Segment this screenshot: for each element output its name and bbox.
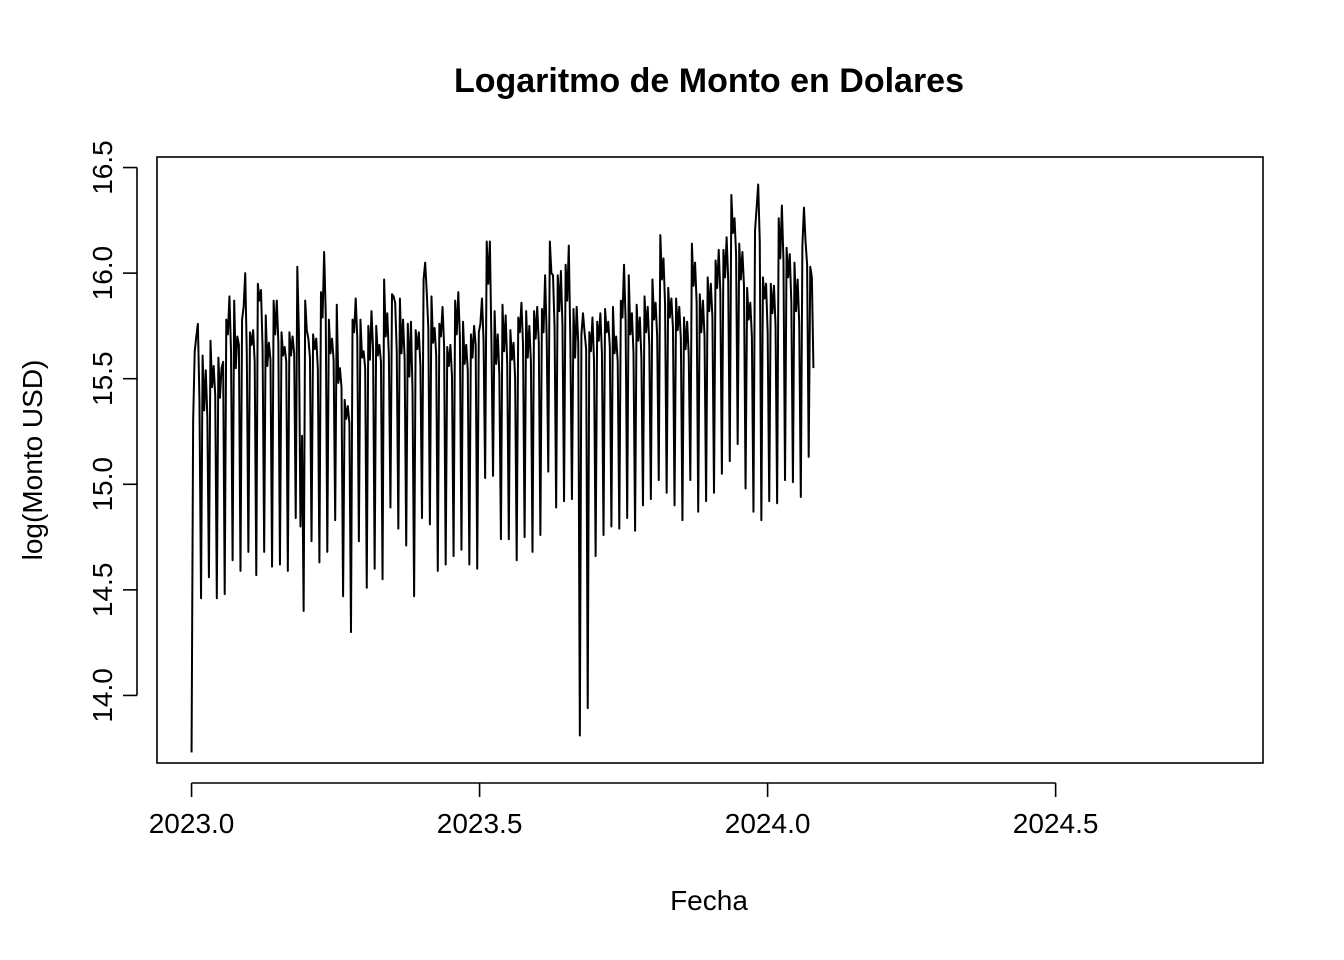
y-tick-label: 15.5: [87, 351, 118, 406]
y-tick-label: 16.5: [87, 140, 118, 195]
x-axis-label: Fecha: [670, 885, 748, 916]
x-axis: 2023.0 2023.5 2024.0 2024.5: [149, 782, 1099, 839]
x-tick-label: 2024.0: [725, 808, 811, 839]
x-tick-label: 2023.0: [149, 808, 235, 839]
y-tick-label: 15.0: [87, 457, 118, 512]
y-axis: 14.0 14.5 15.0 15.5 16.0 16.5: [87, 140, 138, 723]
y-tick-label: 16.0: [87, 246, 118, 301]
x-tick-label: 2023.5: [437, 808, 523, 839]
y-axis-label: log(Monto USD): [17, 360, 48, 561]
y-tick-label: 14.0: [87, 668, 118, 723]
chart-title: Logaritmo de Monto en Dolares: [454, 62, 964, 100]
y-tick-label: 14.5: [87, 563, 118, 618]
plot-frame: [156, 156, 1264, 764]
series-line-log-monto: [190, 183, 815, 753]
x-tick-label: 2024.5: [1013, 808, 1099, 839]
